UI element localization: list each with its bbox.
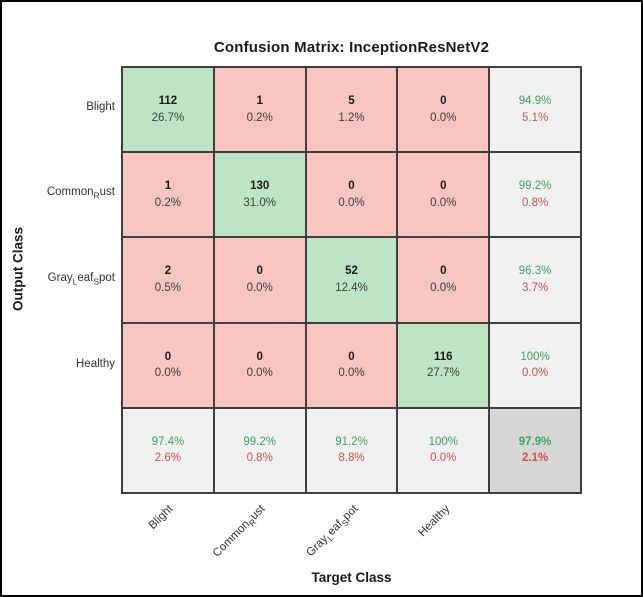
cell-count: 1 xyxy=(164,180,172,193)
summary-error-pct: 8.8% xyxy=(338,452,365,465)
cell-percent: 0.0% xyxy=(338,367,365,380)
cell-count: 5 xyxy=(348,94,355,107)
summary-error-pct: 0.8% xyxy=(521,196,549,209)
cell-percent: 27.7% xyxy=(426,367,460,380)
row-summary-cell: 94.9% 5.1% xyxy=(490,68,580,152)
summary-error-pct: 0.8% xyxy=(246,452,273,465)
cell-count: 0 xyxy=(256,265,263,278)
y-axis-title: Output Class xyxy=(10,226,26,312)
overall-correct-pct: 97.9% xyxy=(518,435,552,448)
cell-count: 0 xyxy=(440,265,447,278)
summary-correct-pct: 97.4% xyxy=(151,435,185,448)
summary-error-pct: 0.0% xyxy=(430,452,457,465)
cell-percent: 1.2% xyxy=(338,111,365,124)
cell-percent: 0.0% xyxy=(430,196,457,209)
matrix-cell: 0 0.0% xyxy=(214,323,305,407)
row-label-healthy: Healthy xyxy=(76,358,115,370)
matrix-cell: 116 27.7% xyxy=(398,323,489,407)
col-summary-cell: 100% 0.0% xyxy=(398,408,489,492)
cell-percent: 0.2% xyxy=(246,111,273,124)
cell-count: 0 xyxy=(256,350,263,363)
cell-percent: 0.2% xyxy=(154,196,181,209)
matrix-cell: 0 0.0% xyxy=(306,323,397,407)
cell-percent: 0.0% xyxy=(430,111,457,124)
cell-count: 0 xyxy=(348,180,355,193)
cell-count: 52 xyxy=(345,265,358,278)
summary-correct-pct: 100% xyxy=(520,350,550,363)
overall-accuracy-cell: 97.9% 2.1% xyxy=(490,408,580,492)
row-summary-cell: 96.3% 3.7% xyxy=(490,238,580,322)
cell-percent: 0.0% xyxy=(338,196,365,209)
cell-count: 130 xyxy=(250,180,270,193)
matrix-cell: 1 0.2% xyxy=(123,153,213,237)
cell-percent: 0.0% xyxy=(246,281,273,294)
col-summary-cell: 97.4% 2.6% xyxy=(123,408,213,492)
cell-count: 0 xyxy=(164,350,172,363)
summary-error-pct: 2.6% xyxy=(154,452,181,465)
summary-correct-pct: 94.9% xyxy=(518,94,552,107)
matrix-cell: 0 0.0% xyxy=(214,238,305,322)
cell-percent: 0.0% xyxy=(430,281,457,294)
matrix-cell: 0 0.0% xyxy=(398,68,489,152)
matrix-cell: 112 26.7% xyxy=(123,68,213,152)
matrix-cell: 2 0.5% xyxy=(123,238,213,322)
matrix-cell: 52 12.4% xyxy=(306,238,397,322)
chart-title: Confusion Matrix: InceptionResNetV2 xyxy=(213,39,490,56)
overall-error-pct: 2.1% xyxy=(521,452,549,465)
matrix-cell: 130 31.0% xyxy=(214,153,305,237)
matrix-cell: 0 0.0% xyxy=(306,153,397,237)
summary-correct-pct: 96.3% xyxy=(518,265,552,278)
summary-correct-pct: 100% xyxy=(428,435,458,448)
cell-count: 1 xyxy=(256,94,263,107)
cell-count: 0 xyxy=(440,180,447,193)
cell-percent: 31.0% xyxy=(243,196,276,209)
matrix-cell: 5 1.2% xyxy=(306,68,397,152)
cell-count: 112 xyxy=(158,94,178,107)
row-summary-cell: 99.2% 0.8% xyxy=(490,153,580,237)
summary-error-pct: 5.1% xyxy=(521,111,549,124)
matrix-cell: 1 0.2% xyxy=(214,68,305,152)
cell-percent: 0.5% xyxy=(154,281,181,294)
row-summary-cell: 100% 0.0% xyxy=(490,323,580,407)
col-summary-cell: 99.2% 0.8% xyxy=(214,408,305,492)
row-label-gray-leaf-spot: GrayLeafSpot xyxy=(47,272,115,287)
confusion-matrix-grid: 112 26.7% 1 0.2% 5 1.2% 0 0.0% 94.9% 5.1… xyxy=(121,66,582,494)
row-label-blight: Blight xyxy=(86,101,115,113)
row-label-common-rust: CommonRust xyxy=(46,186,115,201)
matrix-cell: 0 0.0% xyxy=(123,323,213,407)
summary-error-pct: 3.7% xyxy=(521,281,549,294)
col-summary-cell: 91.2% 8.8% xyxy=(306,408,397,492)
summary-correct-pct: 99.2% xyxy=(243,435,276,448)
cell-percent: 12.4% xyxy=(335,281,368,294)
cell-percent: 0.0% xyxy=(246,367,273,380)
summary-correct-pct: 91.2% xyxy=(335,435,368,448)
x-axis-title: Target Class xyxy=(311,570,392,585)
cell-count: 2 xyxy=(164,265,172,278)
cell-percent: 0.0% xyxy=(154,367,181,380)
cell-count: 0 xyxy=(440,94,447,107)
summary-error-pct: 0.0% xyxy=(521,367,549,380)
matrix-cell: 0 0.0% xyxy=(398,238,489,322)
cell-percent: 26.7% xyxy=(151,111,185,124)
cell-count: 0 xyxy=(348,350,355,363)
matrix-cell: 0 0.0% xyxy=(398,153,489,237)
cell-count: 116 xyxy=(434,350,453,363)
summary-correct-pct: 99.2% xyxy=(518,180,552,193)
